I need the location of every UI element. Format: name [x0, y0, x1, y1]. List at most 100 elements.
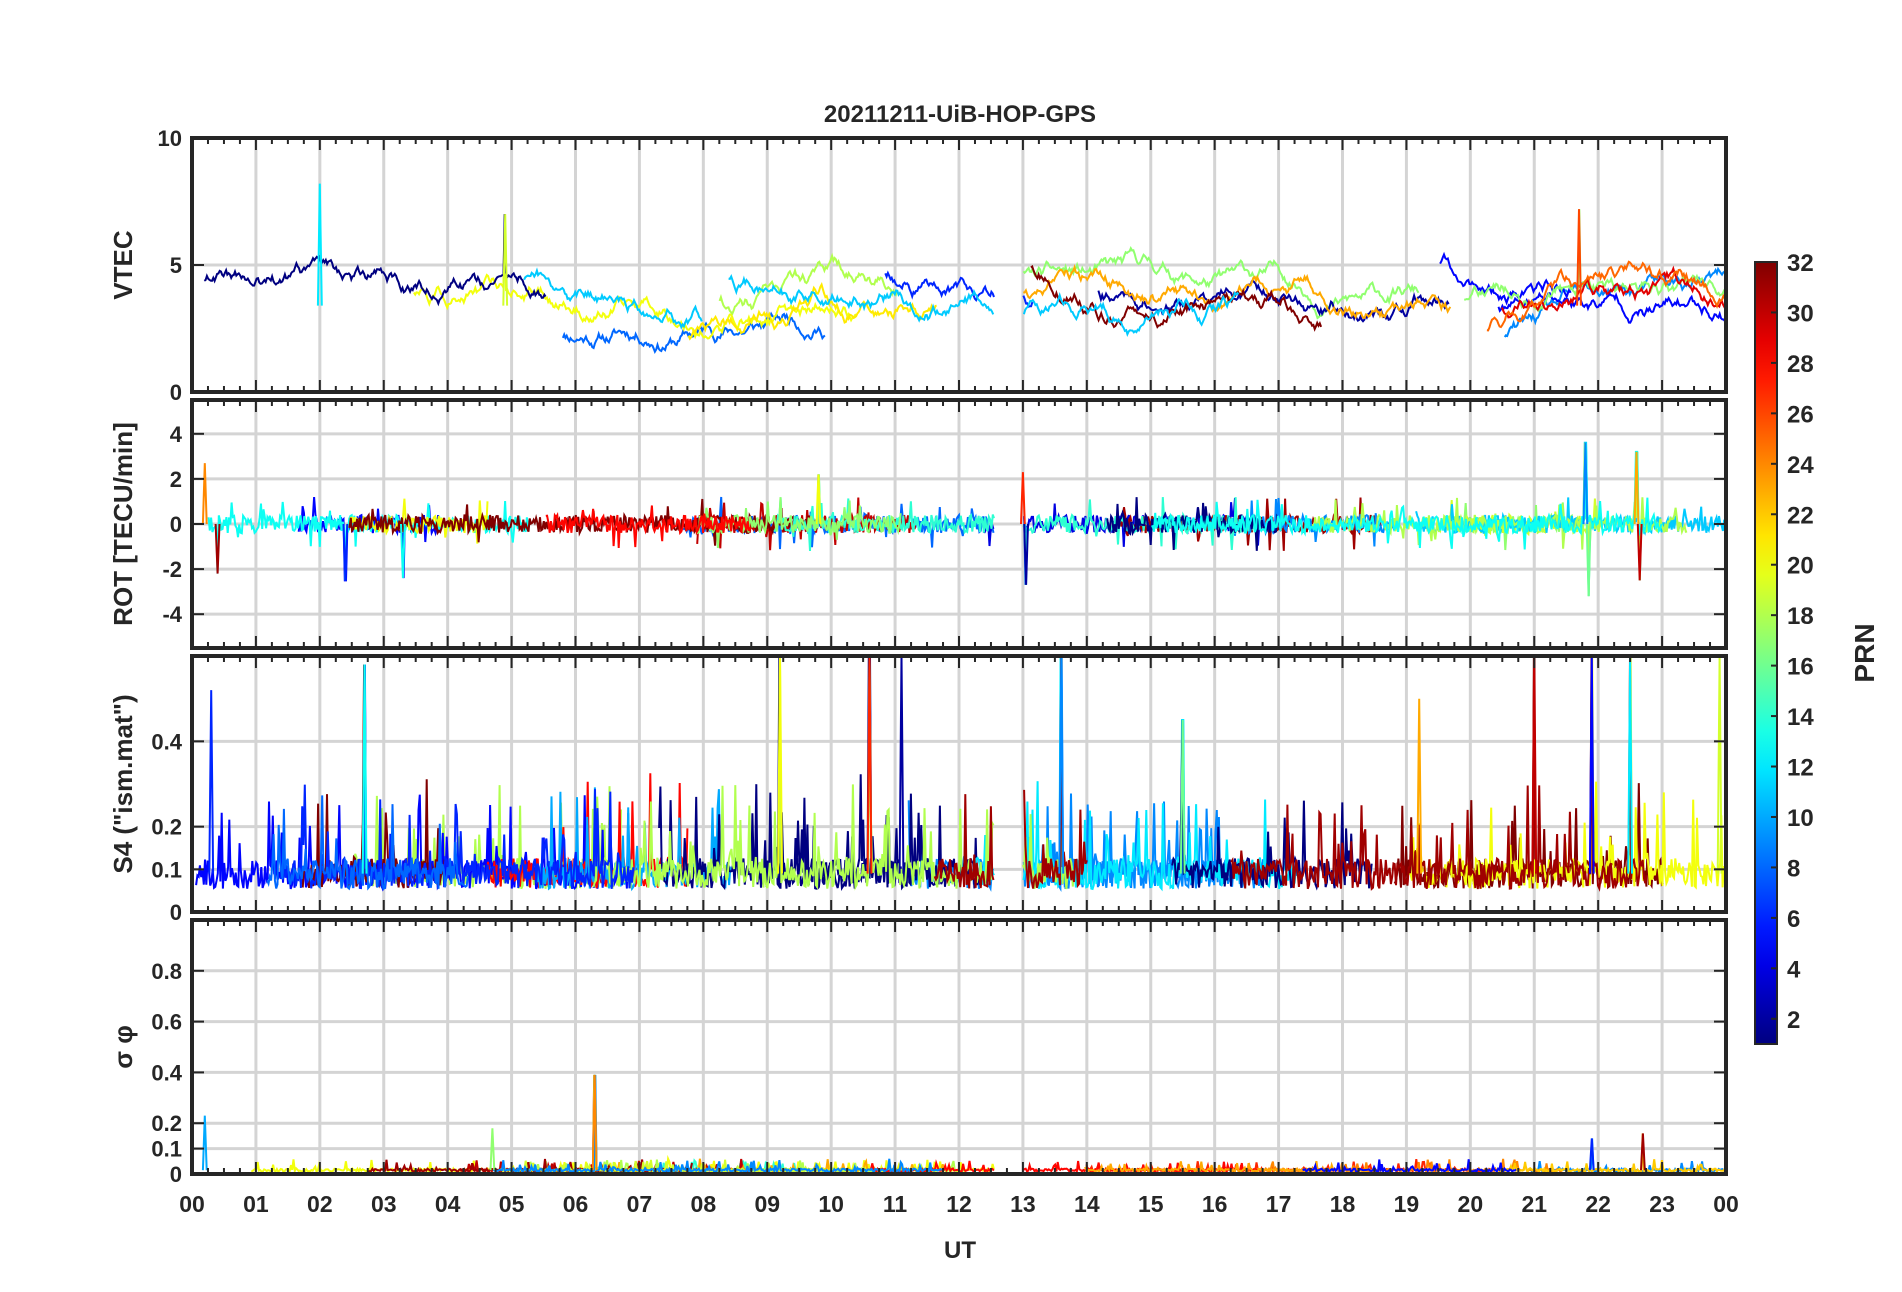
y-tick-label: 0.1 — [151, 857, 182, 882]
x-tick-label: 09 — [754, 1191, 780, 1217]
y-tick-label: 0 — [170, 512, 182, 537]
y-tick-label: 0 — [170, 380, 182, 405]
y-tick-label: 0.2 — [151, 1111, 182, 1136]
y-tick-label: 10 — [158, 126, 182, 151]
colorbar-tick-label: 16 — [1787, 654, 1814, 681]
spike-mark — [815, 474, 822, 525]
y-tick-label: 5 — [170, 253, 182, 278]
spike-mark — [1640, 1133, 1646, 1171]
x-tick-label: 10 — [818, 1191, 844, 1217]
spike-mark — [591, 1074, 598, 1171]
traces-vtec — [203, 183, 1726, 354]
x-tick-label: 11 — [883, 1191, 908, 1217]
spike-mark — [201, 1115, 208, 1171]
spike-mark — [201, 463, 208, 525]
y-tick-label: 2 — [170, 467, 182, 492]
x-axis-label: UT — [944, 1237, 976, 1264]
series-prn-8 — [266, 664, 469, 891]
spike-mark — [866, 656, 873, 874]
series-prn-18 — [592, 656, 1076, 891]
colorbar-tick-label: 32 — [1787, 250, 1814, 277]
colorbar-label: PRN — [1849, 623, 1880, 682]
y-tick-label: 0 — [170, 1162, 182, 1187]
y-axis-label-s4: S4 ("ism.mat") — [108, 694, 138, 873]
y-tick-label: 0.8 — [151, 959, 182, 984]
spike-mark — [1582, 442, 1589, 525]
spike-mark — [898, 656, 905, 874]
spike-mark — [400, 523, 406, 579]
colorbar-tick-label: 24 — [1787, 452, 1814, 479]
grid-sigma — [192, 920, 1726, 1174]
spike-mark — [1576, 209, 1582, 306]
x-tick-label: 06 — [563, 1191, 589, 1217]
series-prn-20 — [348, 498, 489, 544]
series-prn-9 — [1529, 1138, 1726, 1174]
x-tick-label: 19 — [1394, 1191, 1420, 1217]
spike-mark — [214, 523, 221, 574]
series-prn-31 — [933, 656, 1088, 889]
series-prn-11 — [728, 274, 1240, 338]
series-prn-5 — [1302, 1159, 1517, 1174]
spike-mark — [1627, 656, 1633, 874]
spike-mark — [1179, 719, 1186, 874]
colorbar-tick-label: 2 — [1787, 1007, 1800, 1034]
x-tick-label: 08 — [691, 1191, 717, 1217]
colorbar-tick-label: 22 — [1787, 502, 1814, 529]
spike-mark — [489, 1128, 496, 1171]
traces-s4 — [195, 656, 1726, 892]
x-tick-label: 13 — [1010, 1191, 1036, 1217]
spike-mark — [1020, 472, 1026, 525]
colorbar-tick-label: 20 — [1787, 553, 1814, 580]
spike-mark — [502, 214, 509, 306]
y-tick-label: 0 — [170, 900, 182, 925]
x-tick-label: 17 — [1266, 1191, 1292, 1217]
colorbar-tick-label: 28 — [1787, 351, 1814, 378]
spike-mark — [1633, 451, 1640, 525]
traces-sigma — [201, 1074, 1726, 1174]
traces-rot — [201, 441, 1726, 597]
x-tick-label: 21 — [1521, 1191, 1547, 1217]
series-prn-22 — [1497, 1133, 1726, 1174]
series-prn-25 — [1486, 260, 1726, 332]
series-prn-17 — [1022, 246, 1420, 320]
series-prn-32 — [1030, 264, 1323, 332]
series-prn-9 — [492, 1074, 943, 1174]
x-tick-label: 00 — [1713, 1191, 1739, 1217]
series-prn-23 — [1084, 1160, 1368, 1174]
spike-mark — [1588, 656, 1595, 874]
spike-mark — [342, 523, 349, 581]
colorbar-tick-label: 12 — [1787, 755, 1814, 782]
series-prn-28 — [545, 505, 752, 548]
x-ticks-rot — [191, 400, 1727, 648]
spike-mark — [1531, 656, 1538, 874]
y-tick-label: 0.2 — [151, 815, 182, 840]
spike-mark — [1416, 698, 1423, 874]
x-tick-label: 07 — [627, 1191, 653, 1217]
y-tick-label: 0.4 — [151, 729, 182, 754]
series-prn-12 — [970, 656, 1299, 892]
series-prn-31 — [1230, 656, 1648, 892]
x-tick-label: 18 — [1330, 1191, 1356, 1217]
series-prn-1 — [203, 214, 547, 307]
spike-mark — [1588, 1138, 1595, 1171]
x-tick-label: 23 — [1649, 1191, 1675, 1217]
x-tick-label: 02 — [307, 1191, 333, 1217]
series-prn-17 — [693, 474, 902, 549]
x-tick-label: 14 — [1074, 1191, 1100, 1217]
spike-mark — [1058, 656, 1065, 874]
grid-vtec — [192, 138, 1726, 392]
spike-mark — [316, 183, 323, 306]
series-prn-29 — [1501, 265, 1726, 319]
y-tick-label: 0.6 — [151, 1010, 182, 1035]
panel-sigma: 00.10.2 0.4 0.6 0.8 σ φ — [108, 918, 1728, 1187]
series-prn-20 — [1408, 656, 1726, 890]
x-ticks-vtec — [191, 138, 1727, 392]
x-axis: 00 01 02 03 04 05 06 07 08 09 10 11 12 13 14 15 16 17 18 19… — [179, 1191, 1739, 1217]
x-ticks-sigma — [191, 920, 1727, 1174]
colorbar-tick-label: 4 — [1787, 956, 1801, 983]
colorbar-tick-label: 8 — [1787, 855, 1800, 882]
colorbar-tick-label: 30 — [1787, 300, 1814, 327]
y-tick-label: 0.1 — [151, 1137, 182, 1162]
